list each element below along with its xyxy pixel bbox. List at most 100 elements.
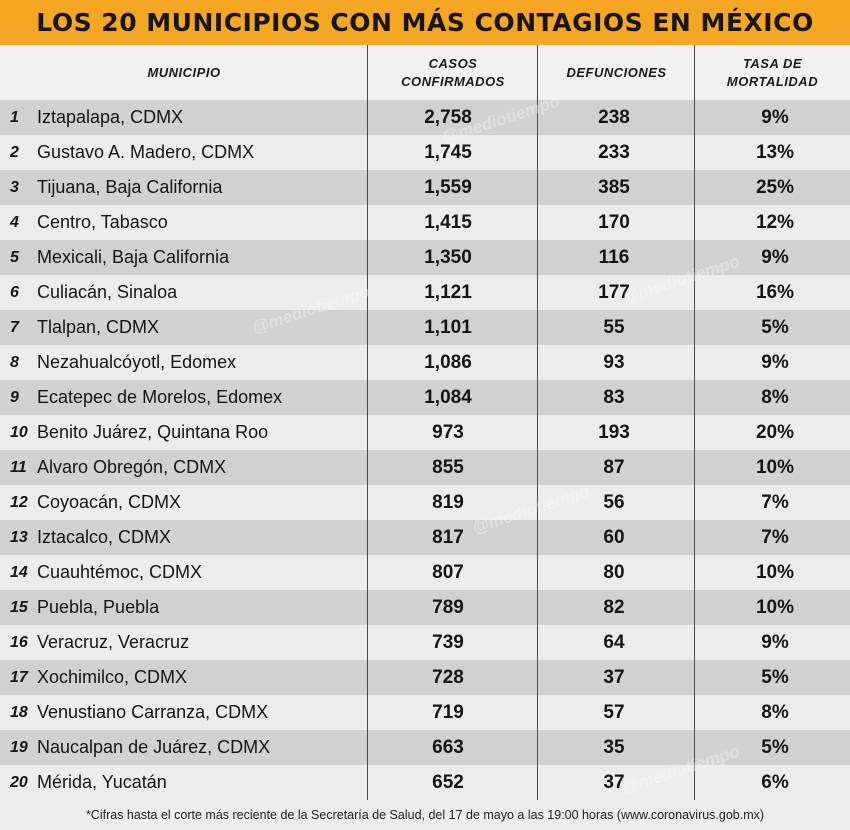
casos-cell: 663 (432, 736, 464, 758)
casos-cell: 1,086 (424, 351, 472, 373)
defunciones-cell: 177 (598, 281, 630, 303)
table-row: 12 Coyoacán, CDMX 819 56 7% (0, 485, 850, 520)
column-header-casos: CASOS CONFIRMADOS (368, 45, 538, 100)
tasa-cell: 16% (755, 281, 795, 303)
defunciones-cell: 82 (603, 596, 625, 618)
tasa-cell: 10% (755, 596, 795, 618)
defunciones-cell: 116 (598, 246, 630, 268)
rank-number: 13 (10, 528, 28, 546)
tasa-cell: 9% (761, 351, 789, 373)
tasa-cell: 10% (755, 561, 795, 583)
casos-cell: 817 (432, 526, 464, 548)
rank-number: 4 (10, 213, 19, 231)
municipio-cell: Xochimilco, CDMX (37, 667, 188, 687)
municipio-cell: Alvaro Obregón, CDMX (37, 457, 227, 477)
table-row: 18 Venustiano Carranza, CDMX 719 57 8% (0, 695, 850, 730)
tasa-cell: 20% (755, 421, 795, 443)
column-divider (694, 45, 695, 800)
defunciones-cell: 55 (603, 316, 625, 338)
column-header-defunciones: DEFUNCIONES (566, 64, 667, 80)
casos-cell: 819 (432, 491, 464, 513)
tasa-cell: 5% (761, 316, 789, 338)
defunciones-cell: 83 (603, 386, 625, 408)
municipio-cell: Mérida, Yucatán (37, 772, 167, 792)
casos-cell: 652 (432, 771, 464, 793)
table-row: 2 Gustavo A. Madero, CDMX 1,745 233 13% (0, 135, 850, 170)
rank-number: 2 (10, 143, 19, 161)
casos-cell: 2,758 (424, 106, 472, 128)
tasa-cell: 6% (761, 771, 789, 793)
defunciones-cell: 37 (603, 771, 625, 793)
column-divider (367, 45, 368, 800)
defunciones-cell: 60 (603, 526, 625, 548)
table-row: 5 Mexicali, Baja California 1,350 116 9% (0, 240, 850, 275)
tasa-cell: 7% (761, 491, 789, 513)
casos-cell: 1,745 (424, 141, 472, 163)
table-row: 11 Alvaro Obregón, CDMX 855 87 10% (0, 450, 850, 485)
tasa-cell: 8% (761, 386, 789, 408)
table-row: 16 Veracruz, Veracruz 739 64 9% (0, 625, 850, 660)
tasa-cell: 13% (755, 141, 795, 163)
table-row: 10 Benito Juárez, Quintana Roo 973 193 20% (0, 415, 850, 450)
table-row: 7 Tlalpan, CDMX 1,101 55 5% (0, 310, 850, 345)
casos-cell: 855 (432, 456, 464, 478)
defunciones-cell: 93 (603, 351, 625, 373)
municipio-cell: Puebla, Puebla (37, 597, 160, 617)
municipio-cell: Nezahualcóyotl, Edomex (37, 352, 237, 372)
rank-number: 17 (10, 668, 28, 686)
municipio-cell: Iztacalco, CDMX (37, 527, 172, 547)
rank-number: 16 (10, 633, 28, 651)
defunciones-cell: 193 (598, 421, 630, 443)
municipio-cell: Gustavo A. Madero, CDMX (37, 142, 255, 162)
column-header-tasa: TASA DE MORTALIDAD (695, 45, 850, 100)
table-row: 14 Cuauhtémoc, CDMX 807 80 10% (0, 555, 850, 590)
municipio-cell: Iztapalapa, CDMX (37, 107, 184, 127)
casos-cell: 1,101 (424, 316, 472, 338)
rank-number: 6 (10, 283, 19, 301)
rank-number: 18 (10, 703, 28, 721)
municipio-cell: Centro, Tabasco (37, 212, 168, 232)
table-row: 6 Culiacán, Sinaloa 1,121 177 16% (0, 275, 850, 310)
municipio-cell: Coyoacán, CDMX (37, 492, 182, 512)
defunciones-cell: 80 (603, 561, 625, 583)
column-divider (537, 45, 538, 800)
defunciones-cell: 64 (603, 631, 625, 653)
rank-number: 1 (10, 108, 19, 126)
column-header-tasa-line1: TASA DE (742, 55, 803, 71)
casos-cell: 739 (432, 631, 464, 653)
municipio-cell: Tijuana, Baja California (37, 177, 223, 197)
tasa-cell: 9% (761, 631, 789, 653)
rank-number: 7 (10, 318, 19, 336)
table-body: 1 Iztapalapa, CDMX 2,758 238 9% 2 Gustavo A. M… (0, 100, 850, 800)
defunciones-cell: 35 (603, 736, 625, 758)
rank-number: 15 (10, 598, 28, 616)
casos-cell: 728 (432, 666, 464, 688)
defunciones-cell: 37 (603, 666, 625, 688)
rank-number: 20 (10, 773, 28, 791)
municipio-cell: Cuauhtémoc, CDMX (37, 562, 203, 582)
municipio-cell: Mexicali, Baja California (37, 247, 230, 267)
municipio-cell: Venustiano Carranza, CDMX (37, 702, 269, 722)
rank-number: 14 (10, 563, 28, 581)
defunciones-cell: 57 (603, 701, 625, 723)
table-row: 4 Centro, Tabasco 1,415 170 12% (0, 205, 850, 240)
tasa-cell: 5% (761, 666, 789, 688)
table-header: MUNICIPIO CASOS CONFIRMADOS DEFUNCIONES … (0, 45, 850, 100)
table-row: 20 Mérida, Yucatán 652 37 6% (0, 765, 850, 800)
column-header-casos-line2: CONFIRMADOS (401, 73, 505, 89)
casos-cell: 1,350 (424, 246, 472, 268)
table-row: 1 Iztapalapa, CDMX 2,758 238 9% (0, 100, 850, 135)
defunciones-cell: 238 (598, 106, 630, 128)
rank-number: 9 (10, 388, 19, 406)
municipio-cell: Naucalpan de Juárez, CDMX (37, 737, 271, 757)
municipio-cell: Benito Juárez, Quintana Roo (37, 422, 269, 442)
tasa-cell: 10% (755, 456, 795, 478)
title-bar: LOS 20 MUNICIPIOS CON MÁS CONTAGIOS EN M… (0, 0, 850, 45)
column-header-casos-line1: CASOS (428, 55, 478, 71)
municipio-cell: Veracruz, Veracruz (37, 632, 190, 652)
defunciones-cell: 56 (603, 491, 625, 513)
casos-cell: 1,415 (424, 211, 472, 233)
tasa-cell: 9% (761, 246, 789, 268)
table-row: 17 Xochimilco, CDMX 728 37 5% (0, 660, 850, 695)
